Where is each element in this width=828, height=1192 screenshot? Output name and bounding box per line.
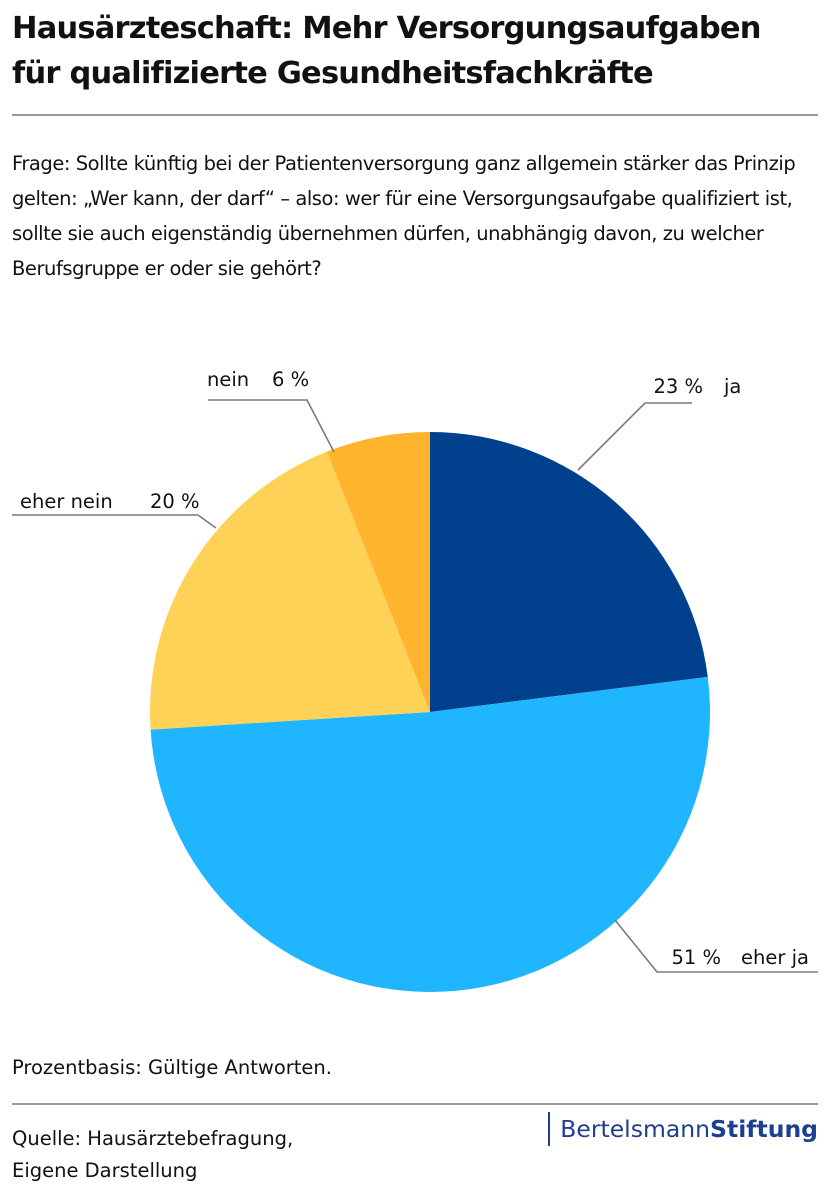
leader-line-ja: [577, 402, 692, 471]
pie-slice-eher-nein: [149, 451, 430, 730]
leader-line-nein: [208, 399, 335, 453]
logo-bold-text: Stiftung: [710, 1115, 818, 1143]
leader-line-eher-nein: [12, 514, 217, 529]
leader-line-eher-ja: [614, 919, 818, 973]
pie-slice-nein: [326, 432, 430, 712]
category-label-ja: ja: [723, 375, 741, 398]
pie-slice-ja: [430, 432, 708, 712]
value-label-nein: 6 %: [272, 368, 309, 391]
pie-slices: [149, 432, 710, 993]
category-label-nein: nein: [207, 368, 249, 391]
slice-label-eher-nein: eher nein 20 %: [12, 490, 217, 529]
category-label-eher-ja: eher ja: [741, 946, 809, 969]
pie-slice-eher-ja: [150, 676, 710, 993]
source-line-1: Quelle: Hausärztebefragung,: [12, 1127, 294, 1150]
percent-basis-note: Prozentbasis: Gültige Antworten.: [12, 1056, 332, 1079]
category-label-eher-nein: eher nein: [20, 490, 113, 513]
chart-title: Hausärzteschaft: Mehr Versorgungsaufgabe…: [12, 6, 818, 96]
value-label-eher-nein: 20 %: [150, 490, 200, 513]
slice-label-ja: 23 % ja: [577, 375, 741, 471]
title-line-1: Hausärzteschaft: Mehr Versorgungsaufgabe…: [12, 11, 762, 46]
bottom-divider: [12, 1103, 818, 1105]
logo-regular-text: Bertelsmann: [560, 1115, 711, 1143]
slice-label-nein: nein 6 %: [207, 368, 335, 453]
title-line-2: für qualifizierte Gesundheitsfachkräfte: [12, 56, 654, 91]
source-line-2: Eigene Darstellung: [12, 1159, 198, 1182]
slice-label-eher-ja: 51 % eher ja: [614, 919, 818, 973]
source-note: Quelle: Hausärztebefragung, Eigene Darst…: [12, 1123, 293, 1187]
pie-chart: 23 % ja 51 % eher ja eher nein 20 % nein…: [12, 368, 818, 993]
top-divider: [12, 114, 818, 116]
bertelsmann-stiftung-logo: BertelsmannStiftung: [548, 1112, 818, 1146]
value-label-ja: 23 %: [653, 375, 703, 398]
value-label-eher-ja: 51 %: [671, 946, 721, 969]
survey-question: Frage: Sollte künftig bei der Patientenv…: [12, 152, 796, 280]
